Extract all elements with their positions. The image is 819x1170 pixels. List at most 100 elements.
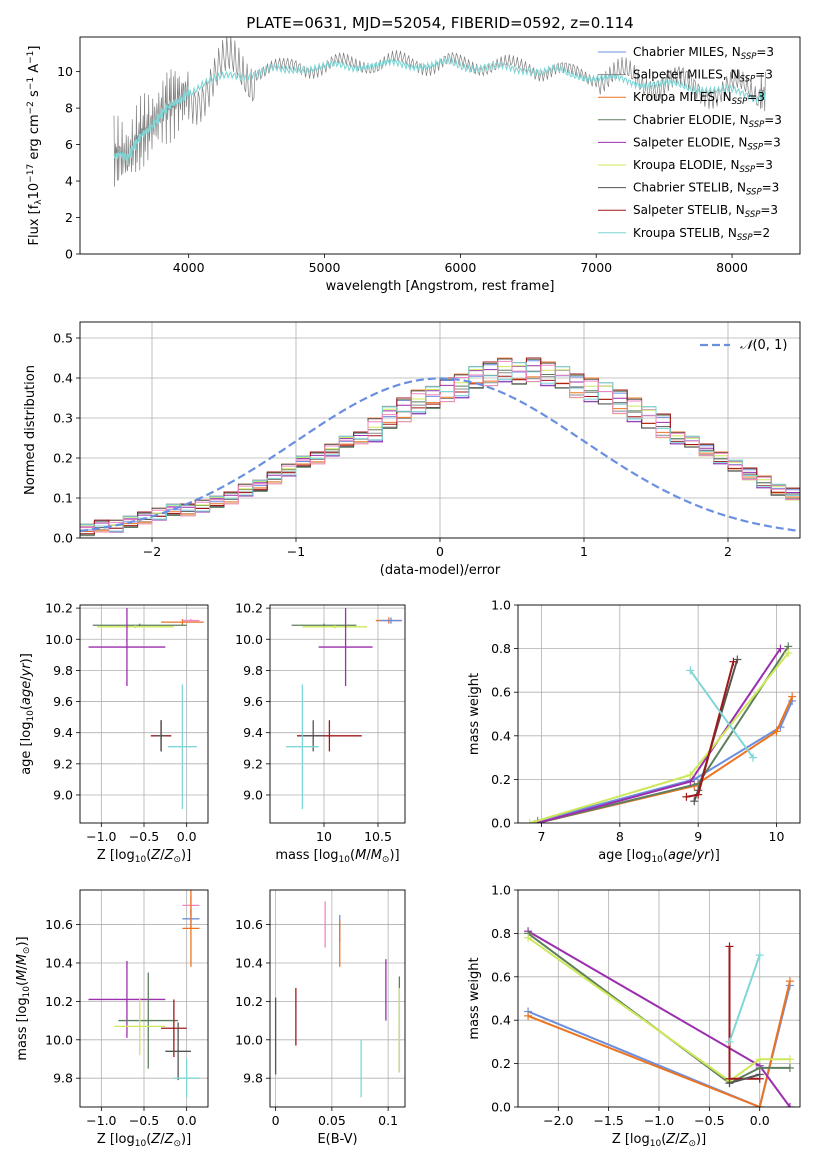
y-tick-label: 9.6 [243, 694, 263, 709]
weight-line [527, 980, 791, 1107]
y-tick-label: 4 [65, 174, 73, 189]
y-tick-label: 0.0 [53, 531, 73, 546]
legend-tail: =3 [756, 45, 774, 59]
legend-sub: SSP [740, 165, 756, 175]
y-tick-label: 0.0 [491, 1100, 511, 1115]
y-tick-label: 10.0 [235, 632, 263, 647]
legend-tail: =3 [760, 203, 778, 217]
y-axis-label: mass weight [467, 673, 482, 755]
y-tick-label: 10.2 [45, 601, 73, 616]
y-tick-label: 0.8 [491, 926, 511, 941]
legend-entry: Kroupa ELODIE, NSSP=3 [633, 158, 773, 175]
y-tick-label: 9.8 [243, 1071, 263, 1086]
x-axis-label: Z [log10(Z/Z⊙)] [97, 1132, 191, 1149]
chart-z_weight: −2.0 −1.5 −1.0 −0.5 0.0 0.0 0.2 0.4 0.6 0.8 1.0 Z [… [467, 883, 801, 1149]
legend-sub: SSP [740, 75, 756, 85]
x-tick-label: 7000 [580, 260, 612, 275]
legend-entry: 𝒩(0, 1) [740, 338, 787, 353]
legend-sub: SSP [741, 52, 757, 62]
legend-entry: Kroupa MILES, NSSP=3 [633, 90, 765, 107]
x-tick-label: 0.0 [177, 829, 197, 844]
legend-entry: Chabrier ELODIE, NSSP=3 [633, 113, 782, 130]
legend-tail: =3 [762, 181, 780, 195]
x-tick-label: 0 [272, 1113, 280, 1128]
x-tick-label: 5000 [309, 260, 341, 275]
legend-sub: SSP [745, 210, 761, 220]
plot-area [270, 605, 405, 823]
histogram-step [80, 360, 800, 532]
x-tick-label: 10.5 [364, 829, 392, 844]
y-tick-label: 0.2 [53, 451, 73, 466]
legend-entry: Chabrier STELIB, NSSP=3 [633, 181, 779, 198]
y-tick-label: 0.0 [491, 816, 511, 831]
x-tick-label: −1.0 [644, 1113, 674, 1128]
y-tick-label: 9.0 [243, 787, 263, 802]
legend-entry: Salpeter STELIB, NSSP=3 [633, 203, 778, 220]
chart-z_mass: −1.0 −0.5 0.0 9.8 10.0 10.2 10.4 10.6 Z [log10(Z… [15, 889, 209, 1149]
x-axis-label: Z [log10(Z/Z⊙)] [97, 848, 191, 865]
x-axis-label: mass [log10(M/M⊙)] [275, 848, 399, 865]
y-axis-label: mass [log10(M/M⊙)] [15, 936, 32, 1060]
chart-age_weight: 7 8 9 10 0.0 0.2 0.4 0.6 0.8 1.0 age [log10(age/yr… [467, 598, 801, 865]
axes-frame [269, 604, 406, 824]
y-tick-label: 10.2 [45, 994, 73, 1009]
plot-area [80, 605, 208, 823]
x-tick-label: 7 [538, 829, 546, 844]
x-tick-label: −2.0 [543, 1113, 573, 1128]
y-tick-label: 0.4 [491, 728, 511, 743]
weight-line [527, 936, 790, 1083]
spectrum-series-data [113, 37, 766, 187]
x-axis-label: wavelength [Angstrom, rest frame] [326, 279, 555, 294]
y-tick-label: 0.4 [491, 1013, 511, 1028]
legend-sub: SSP [732, 97, 748, 107]
legend-sub: SSP [747, 142, 763, 152]
x-tick-label: 6000 [444, 260, 476, 275]
x-tick-label: 0.0 [750, 1113, 770, 1128]
x-tick-label: −0.5 [129, 1113, 159, 1128]
weight-line [689, 669, 754, 759]
x-tick-label: −2 [143, 544, 161, 559]
x-tick-label: 10 [769, 829, 785, 844]
x-axis-label: Z [log10(Z/Z⊙)] [612, 1132, 706, 1149]
y-tick-label: 0.5 [53, 331, 73, 346]
legend-entry: Salpeter MILES, NSSP=3 [633, 68, 773, 85]
spectrum-series-model [113, 56, 766, 166]
y-axis-label: Normed distribution [23, 365, 38, 495]
x-tick-label: 9 [694, 829, 702, 844]
y-axis-label: age [log10(age/yr)] [19, 653, 36, 775]
legend-sub: SSP [746, 188, 762, 198]
y-tick-label: 9.2 [53, 756, 73, 771]
y-tick-label: 0.6 [491, 685, 511, 700]
axes-frame [79, 604, 209, 824]
axes-frame [269, 889, 406, 1108]
y-tick-label: 0.8 [491, 641, 511, 656]
y-tick-label: 0.2 [491, 772, 511, 787]
y-tick-label: 10.2 [235, 994, 263, 1009]
axes-frame [517, 604, 801, 824]
legend-entry: Kroupa STELIB, NSSP=2 [633, 226, 770, 243]
axes-frame [79, 321, 801, 539]
legend-sub: SSP [737, 233, 753, 243]
y-tick-label: 9.8 [53, 663, 73, 678]
legend-tail: =3 [763, 135, 781, 149]
x-tick-label: 10 [316, 829, 332, 844]
x-tick-label: 0 [436, 544, 444, 559]
x-tick-label: 4000 [173, 260, 205, 275]
weight-line [728, 954, 761, 1043]
weight-line [529, 652, 790, 823]
plot-area [113, 37, 766, 187]
chart-residuals: −2 −1 0 1 2 0.0 0.1 0.2 0.3 0.4 0.5 (data-model)/er… [23, 321, 801, 578]
x-tick-label: 1 [580, 544, 588, 559]
legend-sub: SSP [749, 120, 765, 130]
y-tick-label: 10 [57, 64, 73, 79]
x-tick-label: 8000 [716, 260, 748, 275]
legend-tail: =3 [747, 90, 765, 104]
y-tick-label: 10.4 [235, 955, 263, 970]
histogram-step [80, 360, 800, 533]
y-tick-label: 0 [65, 247, 73, 262]
y-tick-label: 0.6 [491, 969, 511, 984]
y-tick-label: 0.3 [53, 411, 73, 426]
histogram-step [80, 362, 800, 532]
